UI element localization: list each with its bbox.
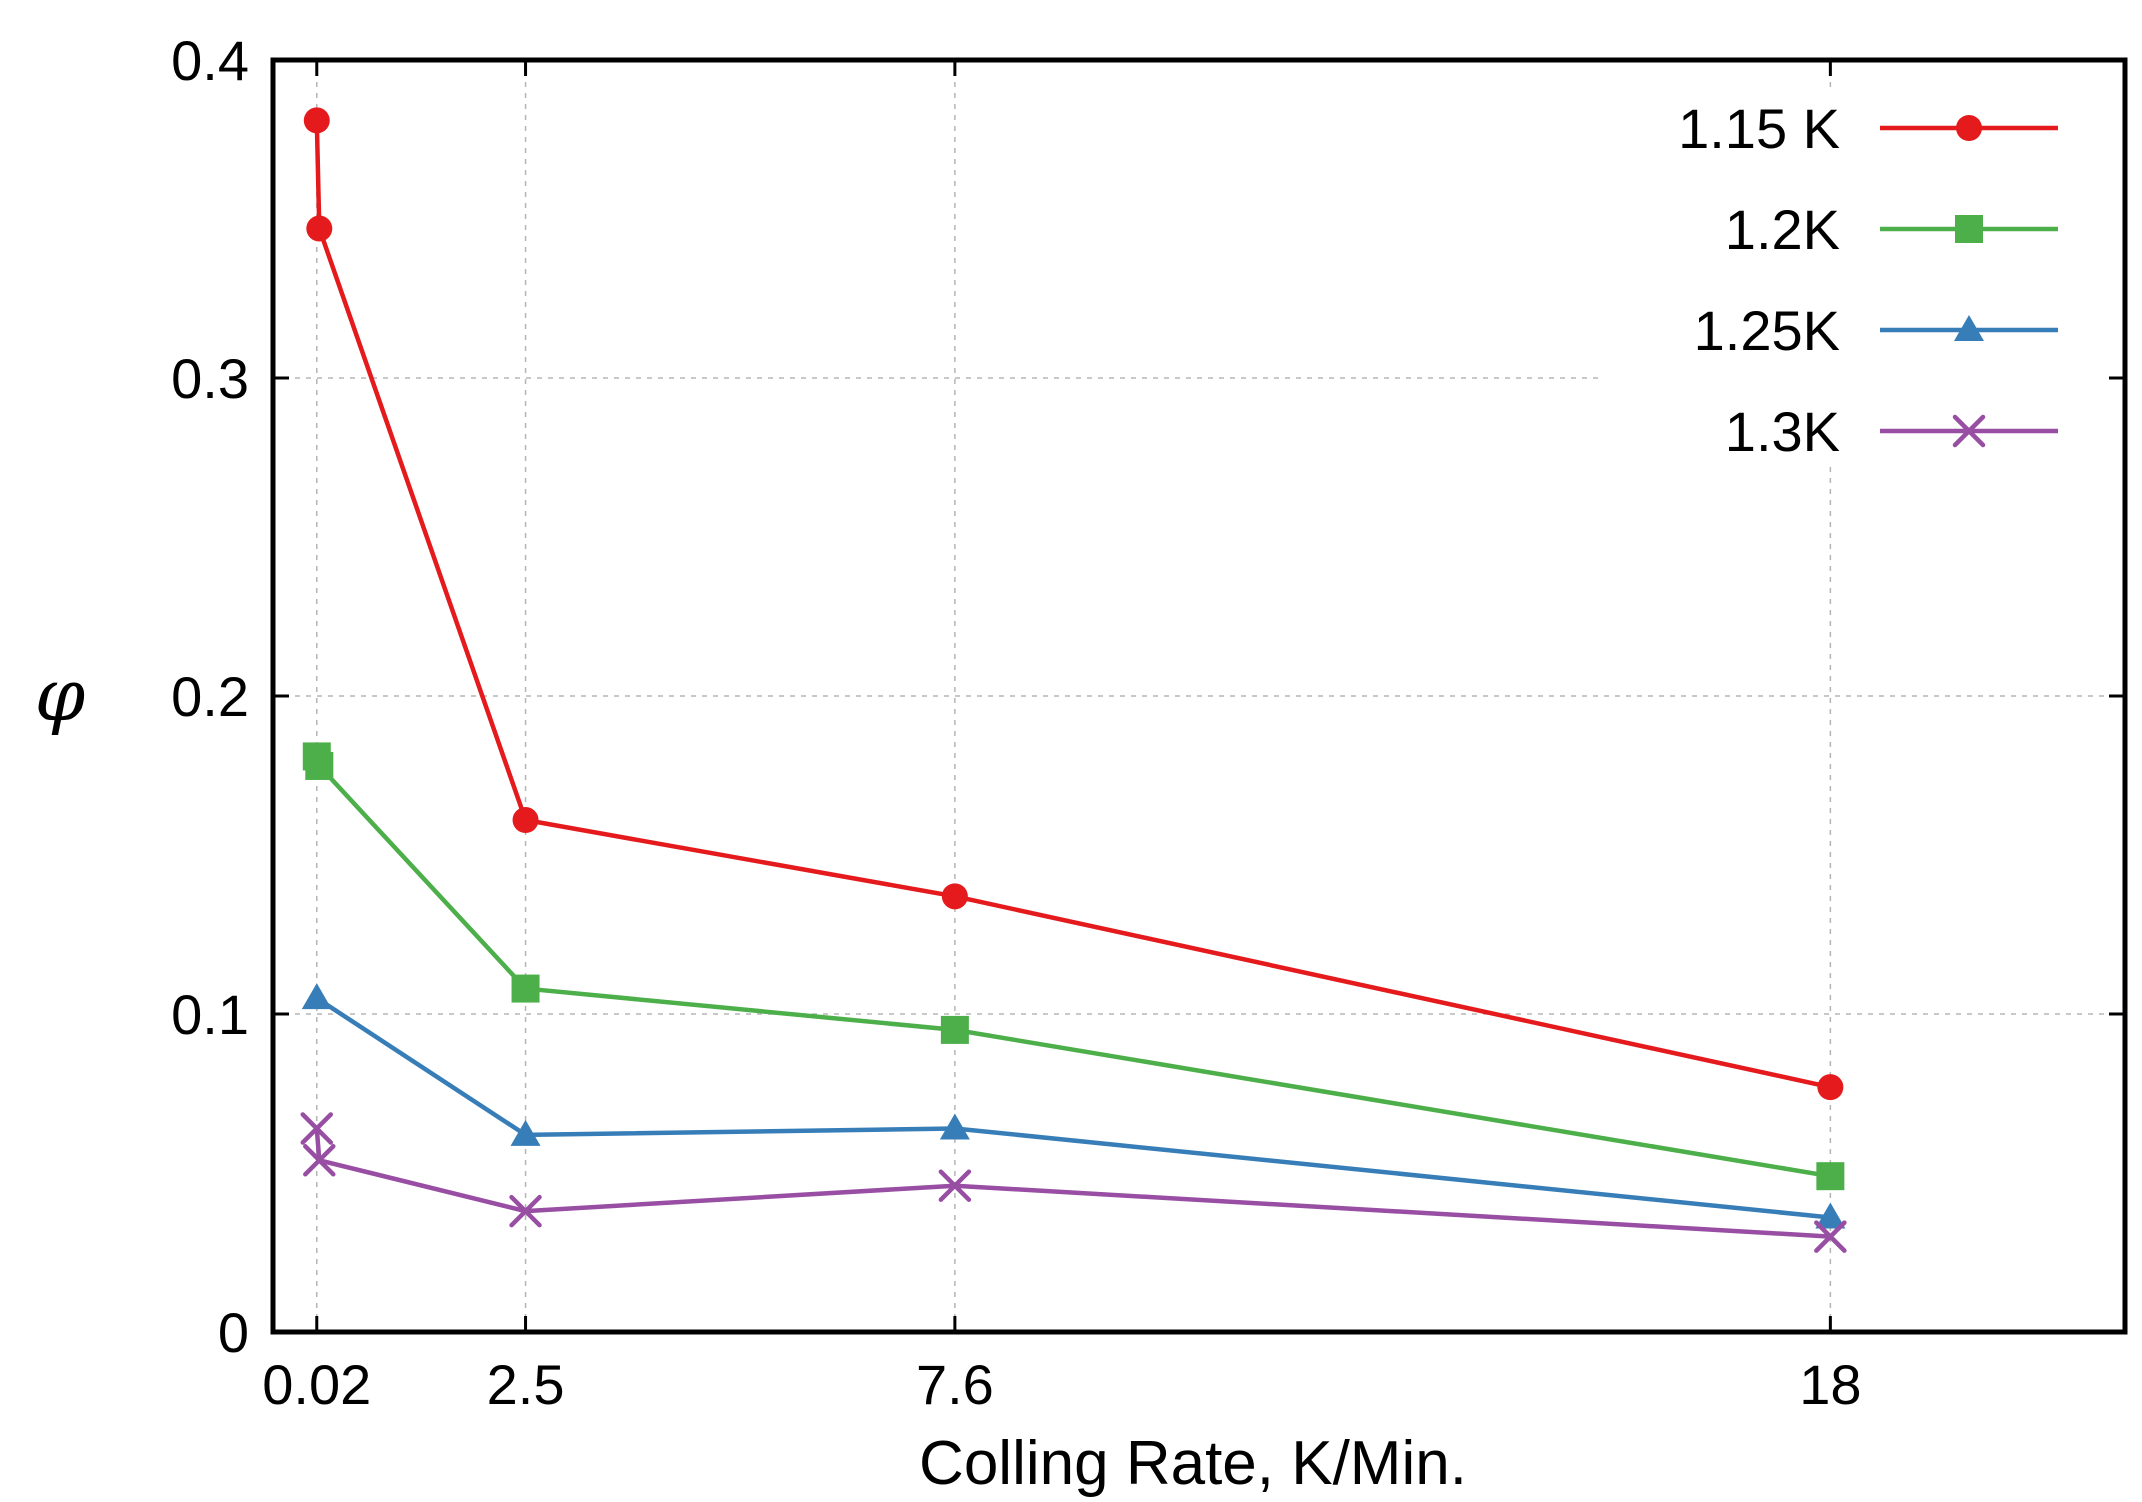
data-point (1815, 1202, 1846, 1229)
series-line (315, 996, 1831, 1220)
x-axis-title: Colling Rate, K/Min. (919, 1429, 1467, 1498)
legend-marker (1952, 414, 1986, 448)
data-point (303, 107, 330, 134)
data-point (940, 1015, 969, 1044)
legend-item: 1.15 K (1678, 97, 2058, 160)
y-tick-label: 0.1 (171, 983, 249, 1046)
series-4 (300, 1112, 1847, 1253)
legend-marker (1956, 115, 1982, 141)
data-point (939, 1113, 970, 1140)
series-2 (302, 742, 1845, 1191)
legend-item: 1.2K (1725, 198, 2058, 261)
legend-background (1598, 92, 2119, 467)
data-point (941, 883, 968, 910)
data-point (938, 1169, 972, 1202)
x-tick-label: 18 (1799, 1353, 1861, 1416)
series-1 (303, 107, 1844, 1101)
legend-label: 1.15 K (1678, 97, 1840, 160)
legend-item: 1.3K (1725, 400, 2058, 463)
data-point (1817, 1074, 1844, 1101)
x-tick-label: 2.5 (487, 1353, 565, 1416)
y-tick-label: 0.4 (171, 29, 249, 92)
data-point (512, 807, 539, 834)
data-point (301, 983, 332, 1010)
plot-series (300, 107, 1847, 1253)
legend-marker (1954, 315, 1984, 341)
series-3 (301, 983, 1846, 1229)
data-point (1814, 1220, 1847, 1253)
x-tick-label: 0.02 (262, 1353, 371, 1416)
legend-marker (1955, 215, 1983, 243)
data-point (1816, 1162, 1845, 1191)
legend-label: 1.25K (1694, 299, 1840, 362)
legend: 1.15 K 1.2K 1.25K 1.3K (1678, 97, 2058, 463)
y-tick-label: 0 (218, 1301, 249, 1364)
legend-label: 1.3K (1725, 400, 1840, 463)
legend-label: 1.2K (1725, 198, 1840, 261)
data-point (305, 751, 334, 780)
series-line (314, 1128, 1831, 1239)
data-point (510, 1119, 541, 1146)
data-point (509, 1194, 542, 1228)
y-tick-label: 0.3 (171, 347, 249, 410)
data-point (300, 1112, 334, 1145)
y-tick-label: 0.2 (171, 665, 249, 728)
axis-ticks: 0 0.1 0.2 0.3 0.4 0.02 2.5 7.6 18 (171, 29, 2125, 1416)
data-point (306, 215, 333, 242)
data-point (511, 974, 540, 1003)
y-axis-title: φ (35, 653, 86, 737)
legend-item: 1.25K (1694, 299, 2058, 362)
data-point (303, 1144, 336, 1177)
x-tick-label: 7.6 (916, 1353, 994, 1416)
series-line (314, 755, 1831, 1179)
